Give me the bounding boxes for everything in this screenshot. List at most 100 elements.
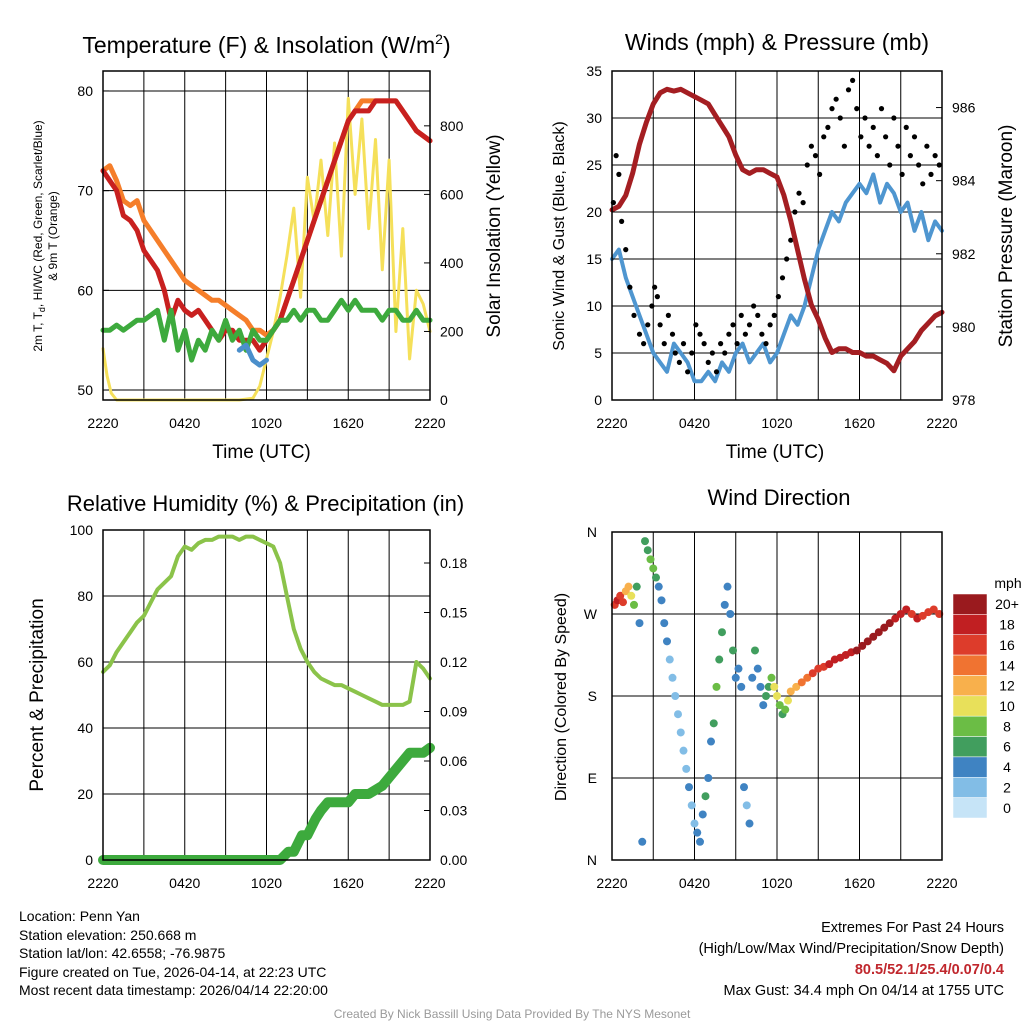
gust-point xyxy=(887,162,893,168)
direction-point xyxy=(646,555,655,564)
temperature-title: Temperature (F) & Insolation (W/m2) xyxy=(82,31,450,58)
gust-point xyxy=(862,115,868,121)
gust-point xyxy=(742,331,748,337)
direction-x-tick-label: 2220 xyxy=(926,875,957,891)
winds-x-tick-label: 2220 xyxy=(926,415,957,431)
gust-point xyxy=(759,331,765,337)
direction-point xyxy=(616,591,625,600)
gust-point xyxy=(631,312,637,318)
temperature-title-text: Temperature (F) & Insolation (W/m xyxy=(82,32,435,58)
direction-point xyxy=(619,598,627,607)
gust-point xyxy=(779,275,786,281)
humidity-x-tick-label: 0420 xyxy=(169,875,200,891)
temperature-y-tick-label: 80 xyxy=(77,83,93,99)
direction-point xyxy=(737,682,746,691)
winds-y2-tick-label: 986 xyxy=(952,100,976,116)
max-gust-text: Max Gust: 34.4 mph On 04/14 at 1755 UTC xyxy=(723,983,1004,999)
humidity-y2-tick-label: 0.03 xyxy=(440,803,467,819)
gust-point xyxy=(829,106,835,112)
temperature-series-line xyxy=(236,342,269,368)
gust-point xyxy=(645,322,651,328)
direction-point xyxy=(781,705,790,714)
gust-point xyxy=(870,124,876,130)
direction-point xyxy=(635,619,644,628)
direction-title: Wind Direction xyxy=(707,485,850,510)
direction-point xyxy=(627,591,636,600)
winds-ylabel: Sonic Wind & Gust (Blue, Black) xyxy=(551,121,568,350)
gust-point xyxy=(649,303,655,309)
temperature-panel: Temperature (F) & Insolation (W/m2) 50 60 7… xyxy=(31,31,505,463)
winds-y-tick-label: 0 xyxy=(594,392,602,408)
direction-point xyxy=(685,783,693,792)
direction-point xyxy=(784,696,792,705)
direction-point xyxy=(709,719,718,728)
colorbar-label: 10 xyxy=(999,698,1015,714)
gust-point xyxy=(722,350,728,356)
gust-point xyxy=(738,312,744,318)
humidity-y-tick-label: 0 xyxy=(85,852,93,868)
winds-y-tick-label: 35 xyxy=(586,63,602,79)
direction-point xyxy=(668,673,677,682)
gust-point xyxy=(878,106,885,112)
gust-point xyxy=(771,312,777,318)
humidity-x-tick-label: 2220 xyxy=(87,875,118,891)
humidity-y-tick-label: 80 xyxy=(77,588,93,604)
direction-point xyxy=(874,628,883,637)
winds-frame xyxy=(611,70,943,401)
gust-point xyxy=(854,106,860,112)
winds-y2-tick-label: 984 xyxy=(952,173,976,189)
extremes-title: Extremes For Past 24 Hours xyxy=(821,920,1004,936)
direction-point xyxy=(858,641,867,650)
direction-point xyxy=(869,632,878,641)
humidity-y2-tick-label: 0.18 xyxy=(440,555,467,571)
temperature-ylabel-line1: 2m T, Td, HI/WC (Red, Green, Scarlet/Blu… xyxy=(31,120,47,351)
gust-point xyxy=(627,284,633,290)
direction-point xyxy=(704,774,713,782)
direction-point xyxy=(707,737,715,746)
gust-point xyxy=(841,143,847,149)
gust-point xyxy=(746,322,753,328)
colorbar-swatch xyxy=(952,777,988,798)
colorbar-label: 14 xyxy=(999,657,1015,673)
gust-point xyxy=(641,341,647,347)
gust-point xyxy=(726,331,732,337)
direction-point xyxy=(808,669,817,678)
direction-point xyxy=(643,546,652,555)
humidity-y-tick-label: 100 xyxy=(70,522,94,538)
colorbar-label: 6 xyxy=(1003,739,1011,755)
direction-point xyxy=(767,673,776,682)
direction-frame xyxy=(611,531,943,861)
direction-point xyxy=(682,764,691,773)
direction-point xyxy=(880,623,889,632)
winds-y2-tick-label: 980 xyxy=(952,319,976,335)
colorbar-label: 0 xyxy=(1003,800,1011,816)
direction-point xyxy=(863,637,872,646)
gust-point xyxy=(676,359,682,365)
direction-point xyxy=(773,692,781,700)
gust-point xyxy=(788,237,794,243)
gust-point xyxy=(895,143,901,149)
gust-point xyxy=(652,284,658,290)
gust-point xyxy=(916,162,922,168)
direction-point xyxy=(679,746,688,755)
latlon-text: Station lat/lon: 42.6558; -76.9875 xyxy=(19,945,226,961)
colorbar-swatch xyxy=(952,654,988,676)
winds-x-tick-label: 1020 xyxy=(761,415,792,431)
humidity-y2-tick-label: 0.09 xyxy=(440,704,467,720)
colorbar-label: 20+ xyxy=(995,596,1019,612)
direction-point xyxy=(748,673,757,682)
direction-point xyxy=(726,610,735,618)
direction-point xyxy=(624,582,633,591)
direction-point xyxy=(852,646,861,655)
direction-point xyxy=(762,692,770,700)
temperature-x-tick-label: 2220 xyxy=(414,415,445,431)
temperature-y-tick-label: 50 xyxy=(77,382,93,398)
recent-data-text: Most recent data timestamp: 2026/04/14 2… xyxy=(19,982,328,998)
temperature-ylabel-part-2: , HI/WC (Red, Green, Scarlet/Blue) xyxy=(31,120,45,307)
gust-point xyxy=(800,200,806,206)
gust-point xyxy=(763,341,769,347)
direction-point xyxy=(825,660,834,669)
humidity-y2-tick-label: 0.12 xyxy=(440,654,467,670)
direction-x-tick-label: 1620 xyxy=(844,875,875,891)
direction-point xyxy=(907,610,916,618)
